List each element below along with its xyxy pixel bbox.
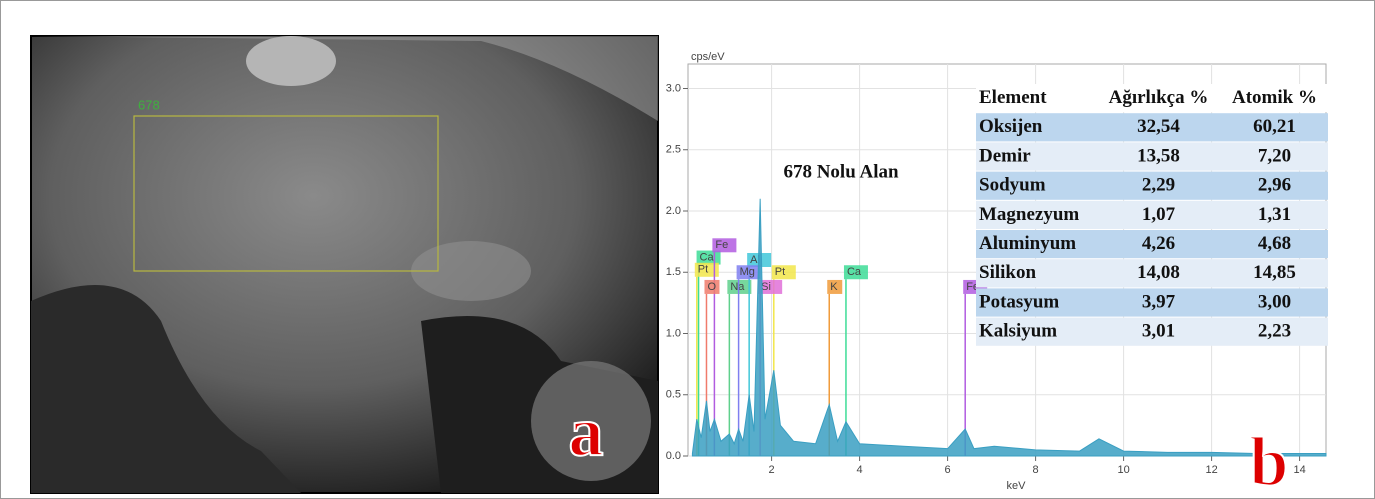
x-tick-label: 6 — [945, 464, 951, 476]
element-label: Ca — [700, 251, 715, 263]
element-label: Mg — [740, 266, 755, 278]
composition-table: Element Ağırlıkça % Atomik % Oksijen 32,54 60… — [976, 84, 1328, 346]
y-tick-label: 3.0 — [666, 82, 681, 94]
table-cell: 32,54 — [1137, 116, 1180, 137]
panel-label: b — [1250, 424, 1289, 498]
y-tick-label: 0.5 — [666, 389, 681, 401]
table-row-head: Oksijen — [979, 116, 1043, 137]
element-label: K — [830, 281, 838, 293]
table-cell: 14,08 — [1137, 262, 1180, 283]
table-cell: 1,07 — [1142, 204, 1176, 225]
figure: 678 a 0.00.51.01.52.02.53.02468101214CaP… — [0, 0, 1375, 499]
table-row-head: Aluminyum — [979, 233, 1076, 254]
element-label: Pt — [775, 266, 785, 278]
table-cell: Ağırlıkça % — [1109, 87, 1209, 108]
y-tick-label: 1.0 — [666, 327, 681, 339]
x-tick-label: 4 — [857, 464, 863, 476]
y-tick-label: 1.5 — [666, 266, 681, 278]
table-row-head: Silikon — [979, 262, 1036, 283]
y-tick-label: 2.0 — [666, 205, 681, 217]
canvas: 678 a 0.00.51.01.52.02.53.02468101214CaP… — [1, 1, 1374, 498]
element-label: Pt — [698, 264, 708, 276]
table-cell: 7,20 — [1258, 145, 1291, 166]
table-row-head: Sodyum — [979, 175, 1046, 196]
table-cell: 4,26 — [1142, 233, 1175, 254]
x-axis-label: keV — [1007, 480, 1027, 492]
element-label: O — [707, 281, 716, 293]
x-tick-label: 12 — [1205, 464, 1217, 476]
table-cell: 1,31 — [1258, 204, 1291, 225]
table-cell: 4,68 — [1258, 233, 1291, 254]
table-row-head: Element — [979, 87, 1047, 108]
annotation: 678 Nolu Alan — [783, 161, 899, 182]
table-cell: 2,96 — [1258, 175, 1291, 196]
table-cell: 3,01 — [1142, 321, 1175, 342]
table-row-head: Potasyum — [979, 291, 1059, 312]
element-label: Ca — [847, 266, 862, 278]
table-cell: 3,97 — [1142, 291, 1176, 312]
table-row-head: Demir — [979, 145, 1031, 166]
y-axis-label: cps/eV — [691, 51, 725, 63]
sem-image — [31, 36, 658, 493]
panel-label: a — [569, 394, 604, 471]
table-cell: 2,23 — [1258, 321, 1291, 342]
x-tick-label: 8 — [1033, 464, 1039, 476]
y-tick-label: 2.5 — [666, 144, 681, 156]
table-cell: 60,21 — [1253, 116, 1296, 137]
element-label: Fe — [715, 239, 728, 251]
x-tick-label: 10 — [1117, 464, 1129, 476]
y-tick-label: 0.0 — [666, 450, 681, 462]
table-cell: 3,00 — [1258, 291, 1291, 312]
x-tick-label: 14 — [1293, 464, 1305, 476]
table-row-head: Magnezyum — [979, 204, 1079, 225]
table-row-head: Kalsiyum — [979, 321, 1057, 342]
table-cell: 14,85 — [1253, 262, 1296, 283]
table-cell: Atomik % — [1232, 87, 1317, 108]
table-cell: 2,29 — [1142, 175, 1175, 196]
element-label: Na — [730, 281, 745, 293]
x-tick-label: 2 — [769, 464, 775, 476]
region-label: 678 — [138, 97, 160, 112]
table-cell: 13,58 — [1137, 145, 1180, 166]
